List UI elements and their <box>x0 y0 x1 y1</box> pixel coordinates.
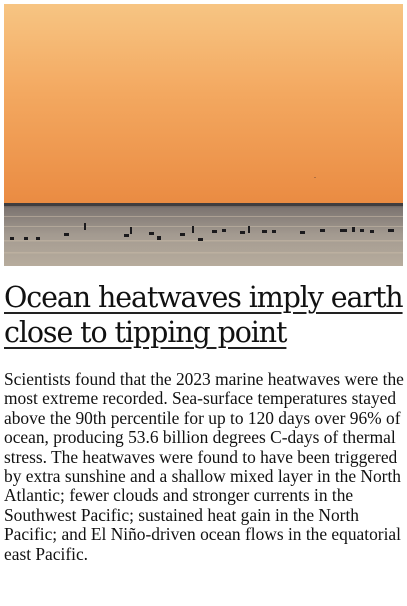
article-summary: Scientists found that the 2023 marine he… <box>4 370 405 564</box>
article-headline[interactable]: Ocean heatwaves imply earth close to tip… <box>4 280 404 350</box>
sea <box>4 203 403 266</box>
article-hero-image <box>4 4 403 266</box>
sky <box>4 4 403 204</box>
headline-line-2: close to tipping point <box>4 316 286 349</box>
bird <box>314 177 316 178</box>
horizon-line <box>4 203 403 206</box>
headline-line-1: Ocean heatwaves imply earth <box>4 281 403 314</box>
sunset-sea-photo <box>4 4 403 266</box>
